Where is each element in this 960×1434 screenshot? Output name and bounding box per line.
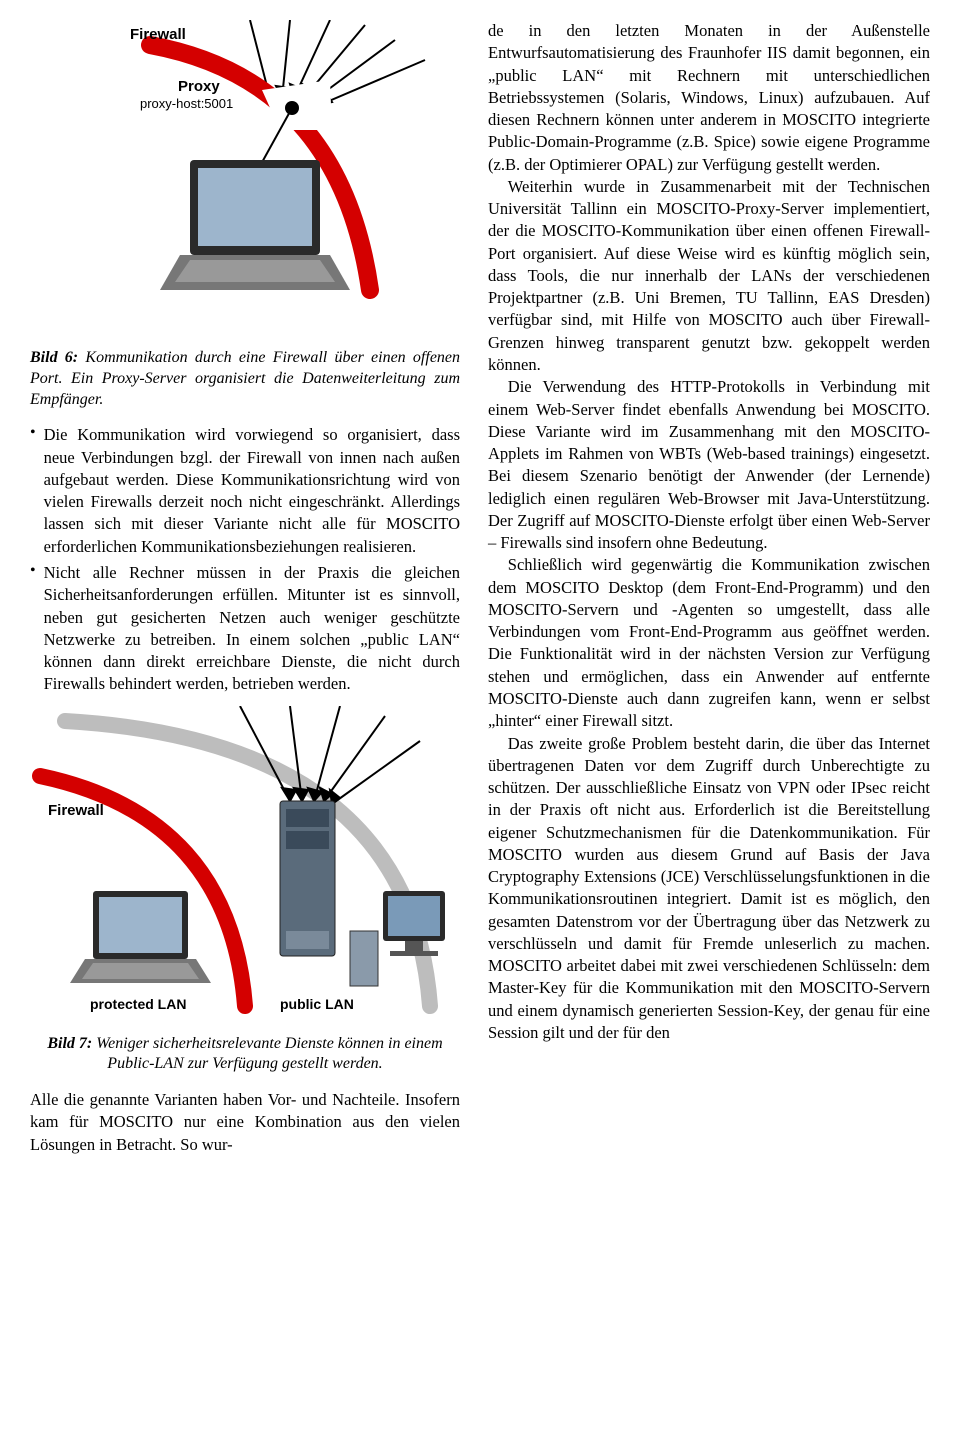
page-two-column: Firewall Proxy proxy-host:5001 Bild 6: K… xyxy=(30,20,930,1156)
figure-7-caption: Bild 7: Weniger sicherheitsrelevante Die… xyxy=(30,1034,460,1076)
laptop-icon-7 xyxy=(70,891,211,983)
figure-6-caption: Bild 6: Kommunikation durch eine Firewal… xyxy=(30,348,460,410)
fig6-caption-text: Kommunikation durch eine Firewall über e… xyxy=(30,349,460,408)
figure-6: Firewall Proxy proxy-host:5001 xyxy=(30,20,450,340)
list-item: • Die Kommunikation wird vorwiegend so o… xyxy=(30,424,460,558)
figure-7: Firewall protected LAN public LAN xyxy=(30,706,450,1026)
fig7-label-protected: protected LAN xyxy=(90,996,186,1012)
left-column: Firewall Proxy proxy-host:5001 Bild 6: K… xyxy=(30,20,460,1156)
bullet-text-2: Nicht alle Rechner müssen in der Praxis … xyxy=(44,562,460,696)
right-para-4: Schließlich wird gegenwärtig die Kommuni… xyxy=(488,554,930,732)
right-para-3: Die Verwendung des HTTP-Protokolls in Ve… xyxy=(488,376,930,554)
right-para-2: Weiterhin wurde in Zusammenarbeit mit de… xyxy=(488,176,930,376)
fig7-caption-text: Weniger sicherheitsrelevante Dienste kön… xyxy=(96,1035,442,1073)
server-icon xyxy=(280,801,335,956)
fig7-label-public: public LAN xyxy=(280,996,354,1012)
bullet-list: • Die Kommunikation wird vorwiegend so o… xyxy=(30,424,460,695)
right-column: de in den letzten Monaten in der Außenst… xyxy=(488,20,930,1156)
fig7-label-firewall: Firewall xyxy=(48,802,104,819)
right-para-5: Das zweite große Problem besteht darin, … xyxy=(488,733,930,1045)
arrows-to-server xyxy=(240,706,420,804)
proxy-dot xyxy=(285,101,299,115)
bullet-text-1: Die Kommunikation wird vorwiegend so org… xyxy=(44,424,460,558)
laptop-icon xyxy=(160,160,350,290)
fig6-label-firewall: Firewall xyxy=(130,26,186,43)
fig7-caption-label: Bild 7: xyxy=(47,1035,92,1052)
bullet-marker: • xyxy=(30,562,36,696)
fig6-caption-label: Bild 6: xyxy=(30,349,78,366)
figure-6-svg xyxy=(30,20,450,340)
left-tail-para: Alle die genannte Varianten haben Vor- u… xyxy=(30,1089,460,1156)
fig6-label-proxyhost: proxy-host:5001 xyxy=(140,96,233,111)
figure-7-svg xyxy=(30,706,450,1026)
fig6-label-proxy: Proxy xyxy=(178,78,220,95)
bullet-marker: • xyxy=(30,424,36,558)
list-item: • Nicht alle Rechner müssen in der Praxi… xyxy=(30,562,460,696)
right-para-1: de in den letzten Monaten in der Außenst… xyxy=(488,20,930,176)
